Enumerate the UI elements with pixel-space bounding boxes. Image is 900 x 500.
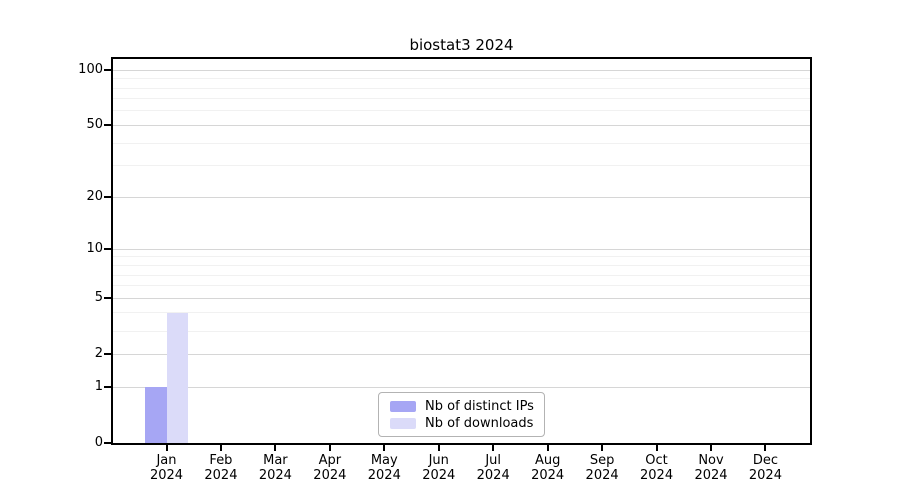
x-tick-label: Sep 2024 xyxy=(585,453,619,483)
x-tick xyxy=(546,443,549,451)
y-tick xyxy=(104,297,113,300)
x-tick-label: Jul 2024 xyxy=(476,453,510,483)
legend-label-distinct-ips: Nb of distinct IPs xyxy=(425,399,534,414)
grid-layer xyxy=(113,59,810,443)
y-tick-label: 0 xyxy=(94,435,103,450)
x-tick xyxy=(710,443,712,451)
x-tick xyxy=(492,443,495,451)
gridline-minor xyxy=(113,98,810,100)
y-tick xyxy=(104,69,113,72)
gridline-minor xyxy=(113,274,810,276)
x-tick-label: Feb 2024 xyxy=(204,453,238,483)
x-tick-label: Mar 2024 xyxy=(258,453,292,483)
x-tick xyxy=(383,443,386,451)
x-tick xyxy=(655,443,658,451)
axis-layer: 0 1 2 5 10 20 50 100 Jan 2024 Feb 2024 Mar 2024 Apr… xyxy=(78,59,810,483)
gridline-minor xyxy=(113,110,810,112)
y-tick-label: 2 xyxy=(94,346,103,362)
x-tick-label: May 2024 xyxy=(367,453,401,483)
y-tick xyxy=(104,386,113,388)
plot-area: 0 1 2 5 10 20 50 100 Jan 2024 Feb 2024 Mar 2024 Apr… xyxy=(78,57,812,483)
gridline-major xyxy=(113,248,810,250)
gridline-minor xyxy=(113,265,810,266)
x-tick-label: Oct 2024 xyxy=(640,453,674,483)
x-tick-label: Nov 2024 xyxy=(694,453,728,483)
y-tick-label: 50 xyxy=(86,117,103,133)
gridline-minor xyxy=(113,78,810,80)
gridline-major xyxy=(113,386,810,388)
gridline-major xyxy=(113,353,810,355)
x-tick xyxy=(437,443,440,451)
gridline-minor xyxy=(113,285,810,287)
gridline-major xyxy=(113,124,810,126)
legend-swatch-downloads xyxy=(390,418,416,429)
gridline-minor xyxy=(113,312,810,314)
gridline-minor xyxy=(113,165,810,167)
y-tick-label: 20 xyxy=(86,189,103,205)
gridline-minor xyxy=(113,256,810,258)
x-tick xyxy=(764,443,767,451)
bar-layer xyxy=(113,59,810,443)
gridline-minor xyxy=(113,87,810,89)
x-tick-label: Jun 2024 xyxy=(422,453,456,483)
y-tick-label: 10 xyxy=(86,241,103,257)
gridline-minor xyxy=(113,330,810,332)
legend-item-downloads: Nb of downloads xyxy=(390,415,544,432)
legend-swatch-distinct-ips xyxy=(390,401,416,412)
y-tick xyxy=(104,248,113,251)
y-tick xyxy=(104,124,113,127)
legend: Nb of distinct IPs Nb of downloads xyxy=(378,392,545,437)
x-tick xyxy=(328,443,331,451)
y-tick-label: 1 xyxy=(94,379,103,394)
x-tick xyxy=(219,443,222,451)
gridline-major xyxy=(113,196,810,198)
chart-title: biostat3 2024 xyxy=(409,36,514,54)
y-tick xyxy=(104,353,113,356)
bar-nb-of-downloads xyxy=(166,312,188,443)
legend-label-downloads: Nb of downloads xyxy=(425,416,534,431)
y-tick xyxy=(104,196,113,199)
x-tick xyxy=(274,443,277,451)
x-tick-label: Jan 2024 xyxy=(149,453,184,483)
x-tick xyxy=(601,443,604,451)
bar-nb-of-distinct-ips xyxy=(145,387,167,443)
x-tick-label: Dec 2024 xyxy=(748,453,782,483)
y-tick-label: 5 xyxy=(94,290,103,306)
x-tick xyxy=(165,443,168,451)
y-tick xyxy=(104,442,113,444)
legend-item-distinct-ips: Nb of distinct IPs xyxy=(390,398,544,415)
gridline-major xyxy=(113,297,810,299)
x-tick-label: Apr 2024 xyxy=(313,453,347,483)
gridline-minor xyxy=(113,142,810,144)
gridline-major xyxy=(113,69,810,71)
y-tick-label: 100 xyxy=(78,62,103,78)
x-tick-label: Aug 2024 xyxy=(531,453,565,483)
